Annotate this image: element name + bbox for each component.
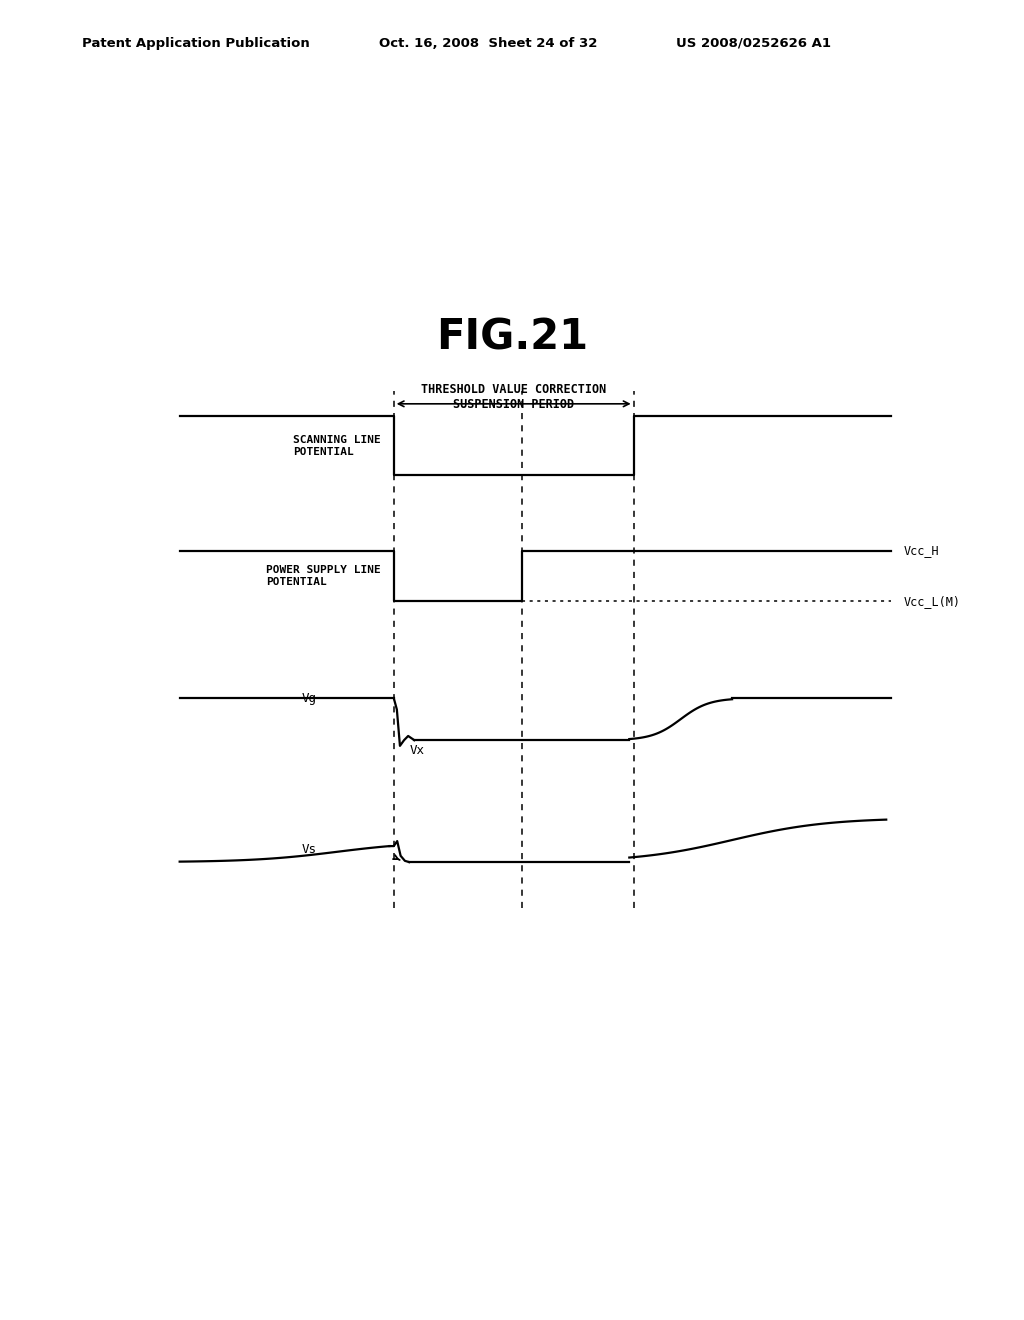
Text: Patent Application Publication: Patent Application Publication: [82, 37, 309, 50]
Text: SCANNING LINE
POTENTIAL: SCANNING LINE POTENTIAL: [293, 436, 381, 457]
Text: POWER SUPPLY LINE
POTENTIAL: POWER SUPPLY LINE POTENTIAL: [266, 565, 381, 587]
Text: US 2008/0252626 A1: US 2008/0252626 A1: [676, 37, 830, 50]
Text: Oct. 16, 2008  Sheet 24 of 32: Oct. 16, 2008 Sheet 24 of 32: [379, 37, 597, 50]
Text: Vs: Vs: [302, 843, 316, 855]
Text: Vx: Vx: [410, 744, 424, 758]
Text: THRESHOLD VALUE CORRECTION
SUSPENSION PERIOD: THRESHOLD VALUE CORRECTION SUSPENSION PE…: [421, 383, 606, 411]
Text: FIG.21: FIG.21: [436, 317, 588, 359]
Text: Vcc_H: Vcc_H: [903, 544, 939, 557]
Text: Vcc_L(M): Vcc_L(M): [903, 595, 961, 609]
Text: Vg: Vg: [302, 692, 316, 705]
